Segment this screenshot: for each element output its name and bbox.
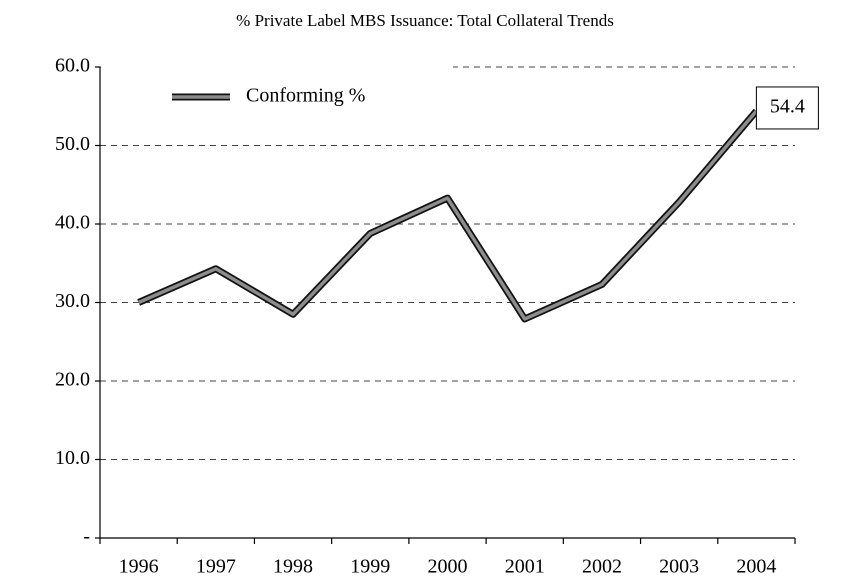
x-tick-label: 1996 <box>119 556 159 578</box>
x-tick-label: 2001 <box>505 556 545 578</box>
legend-label: Conforming % <box>246 85 365 107</box>
x-tick-label: 2003 <box>659 556 699 578</box>
line <box>137 109 758 321</box>
y-tick-label: 30.0 <box>55 290 90 312</box>
data-label-box <box>755 86 819 130</box>
x-tick-label: 2004 <box>736 556 776 578</box>
x-tick-label: 1997 <box>196 556 236 578</box>
y-tick-label: 10.0 <box>55 447 90 469</box>
y-tick-label: 20.0 <box>55 369 90 391</box>
data-label: 54.4 <box>770 96 805 118</box>
y-tick-label: 50.0 <box>55 133 90 155</box>
x-tick-label: 2000 <box>428 556 468 578</box>
line-outline <box>137 108 760 323</box>
chart-title: % Private Label MBS Issuance: Total Coll… <box>236 11 614 30</box>
legend-background <box>101 57 453 109</box>
y-tick-label: - <box>83 526 90 548</box>
y-tick-label: 40.0 <box>55 212 90 234</box>
x-tick-label: 1999 <box>350 556 390 578</box>
x-tick-label: 1998 <box>273 556 313 578</box>
x-tick-label: 2002 <box>582 556 622 578</box>
y-tick-label: 60.0 <box>55 55 90 77</box>
